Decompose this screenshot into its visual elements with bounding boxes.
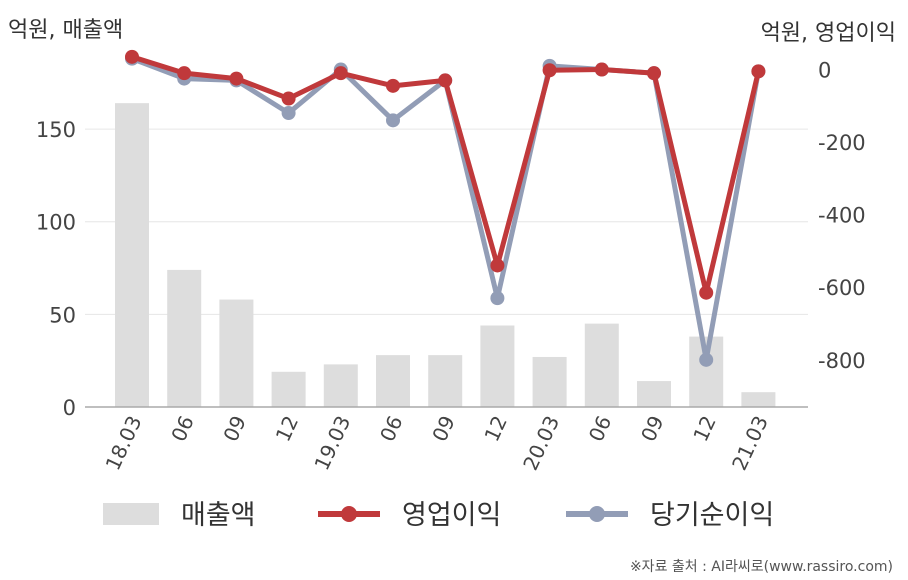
left-tick-label: 50 (49, 303, 76, 327)
bar-series (115, 103, 776, 407)
legend-label: 매출액 (181, 500, 256, 531)
bar (115, 103, 149, 407)
series-point (490, 258, 505, 273)
x-tick-label: 09 (636, 412, 669, 445)
right-tick-label: -400 (818, 204, 866, 228)
bar (323, 364, 358, 407)
x-tick-label: 06 (584, 412, 617, 445)
x-tick-label: 21.03 (727, 412, 773, 474)
legend: 매출액 영업이익 당기순이익 (103, 500, 774, 531)
right-tick-label: -200 (818, 131, 866, 155)
bar (741, 392, 776, 407)
series-point (490, 291, 505, 306)
left-tick-label: 100 (36, 211, 76, 235)
series-point (751, 64, 766, 79)
legend-marker (589, 506, 605, 522)
bar (532, 356, 567, 407)
series-point (438, 73, 453, 88)
series-point (647, 66, 661, 81)
bar (376, 355, 410, 407)
series-line (131, 54, 761, 296)
x-tick-label: 06 (166, 412, 199, 445)
x-tick-label: 12 (688, 412, 721, 445)
legend-label: 당기순이익 (650, 500, 774, 531)
left-axis-ticks: 0 50 100 150 (36, 118, 76, 420)
legend-swatch (103, 503, 159, 525)
legend-label: 영업이익 (402, 500, 501, 531)
series-point (177, 66, 192, 81)
x-tick-label: 18.03 (101, 412, 147, 474)
x-axis-ticks: 18.03 06 09 12 19.03 06 09 12 20.03 06 09 12 21.03 (101, 412, 773, 474)
source-note: ※자료 출처 : AI라씨로(www.rassiro.com) (630, 559, 893, 575)
series-point (699, 285, 714, 300)
series-point (281, 91, 296, 106)
left-axis-unit-label: 억원, 매출액 (8, 18, 123, 43)
right-tick-label: -600 (818, 276, 866, 300)
bar (219, 299, 254, 407)
line-series (125, 49, 766, 367)
series-point (333, 66, 348, 81)
x-tick-label: 09 (427, 412, 460, 445)
x-tick-label: 12 (479, 412, 512, 445)
left-tick-label: 150 (36, 118, 76, 142)
series-point (594, 62, 609, 77)
right-axis-unit-label: 억원, 영업이익 (761, 21, 896, 46)
left-tick-label: 0 (63, 396, 76, 420)
x-tick-label: 20.03 (518, 412, 564, 474)
series-point (229, 71, 244, 86)
bar (637, 381, 671, 407)
series-point (542, 63, 557, 78)
bar (271, 371, 306, 407)
x-tick-label: 09 (218, 412, 251, 445)
right-tick-label: 0 (818, 59, 831, 83)
legend-marker (341, 506, 357, 522)
bar (428, 355, 463, 407)
series-point (281, 106, 296, 121)
bar (480, 325, 515, 407)
x-tick-label: 12 (271, 412, 304, 445)
right-axis-ticks: 0 -200 -400 -600 -800 (818, 59, 866, 373)
series-point (125, 49, 139, 64)
x-tick-label: 06 (375, 412, 408, 445)
series-point (386, 113, 400, 128)
series-point (699, 352, 714, 367)
series-point (386, 78, 400, 93)
x-tick-label: 19.03 (309, 412, 355, 474)
bar (167, 269, 202, 407)
right-tick-label: -800 (818, 349, 866, 373)
bar (584, 323, 619, 407)
